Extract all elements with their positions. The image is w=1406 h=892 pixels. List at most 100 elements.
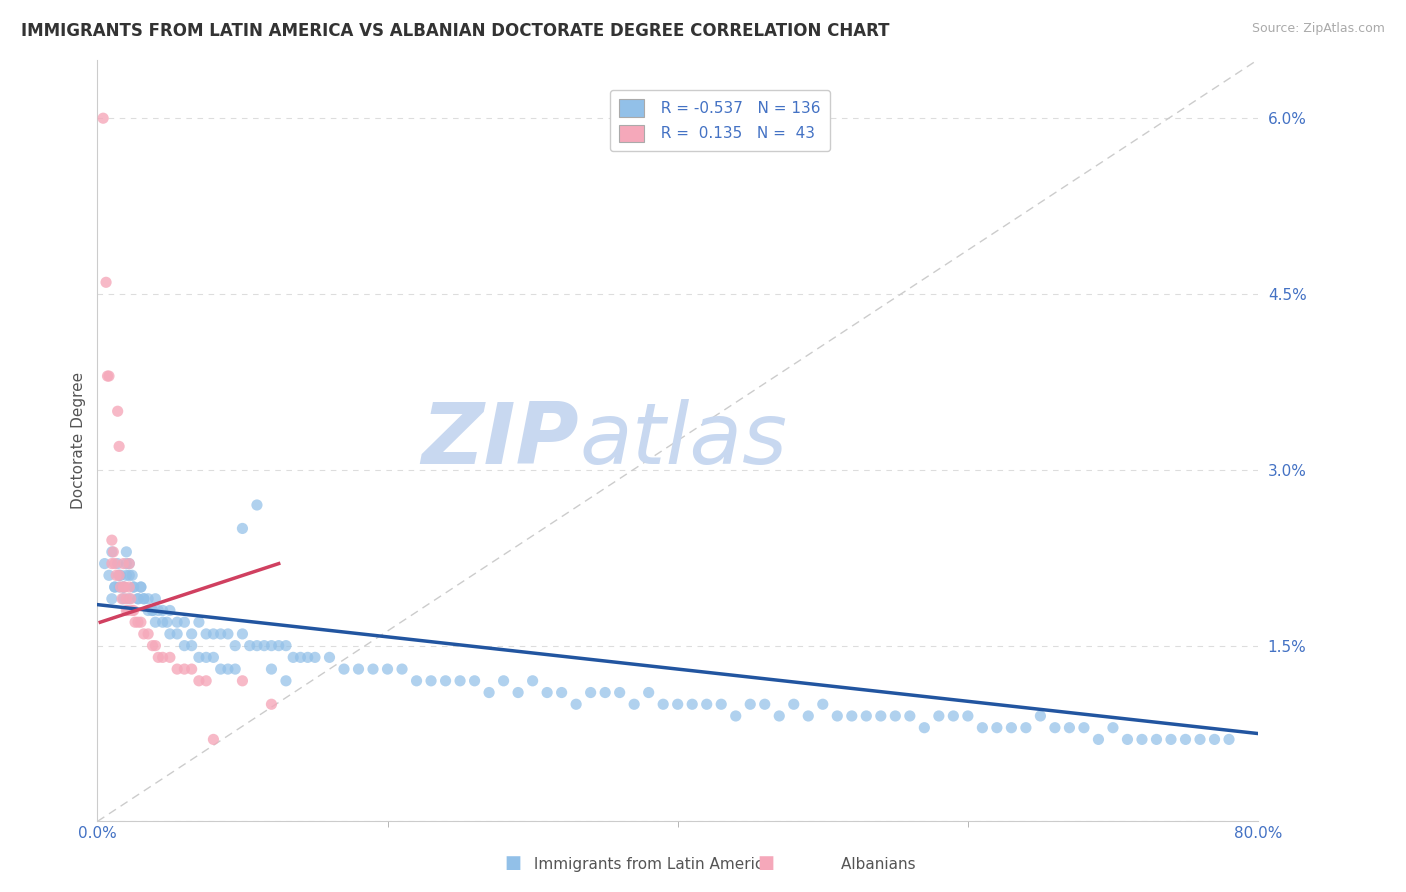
- Point: [1087, 732, 1109, 747]
- Point: [898, 709, 921, 723]
- Point: [884, 709, 907, 723]
- Point: [202, 650, 225, 665]
- Point: [152, 615, 174, 630]
- Point: [1000, 721, 1022, 735]
- Y-axis label: Doctorate Degree: Doctorate Degree: [72, 372, 86, 509]
- Point: [91, 112, 114, 126]
- Point: [112, 557, 135, 571]
- Point: [290, 650, 312, 665]
- Point: [115, 557, 138, 571]
- Point: [1116, 732, 1139, 747]
- Point: [156, 615, 179, 630]
- Point: [152, 603, 174, 617]
- Point: [96, 369, 118, 384]
- Point: [405, 673, 427, 688]
- Point: [391, 662, 413, 676]
- Point: [195, 627, 218, 641]
- Point: [145, 591, 167, 606]
- Legend:   R = -0.537   N = 136,   R =  0.135   N =  43: R = -0.537 N = 136, R = 0.135 N = 43: [610, 90, 830, 152]
- Point: [565, 698, 588, 712]
- Point: [180, 627, 202, 641]
- Point: [141, 603, 163, 617]
- Point: [827, 709, 849, 723]
- Point: [434, 673, 457, 688]
- Point: [231, 521, 253, 535]
- Point: [202, 732, 225, 747]
- Point: [108, 439, 131, 453]
- Point: [522, 673, 544, 688]
- Point: [333, 662, 356, 676]
- Point: [112, 580, 135, 594]
- Point: [377, 662, 399, 676]
- Point: [768, 709, 790, 723]
- Point: [267, 639, 290, 653]
- Point: [724, 709, 747, 723]
- Point: [145, 615, 167, 630]
- Point: [115, 545, 138, 559]
- Point: [195, 650, 218, 665]
- Point: [101, 533, 124, 548]
- Point: [1015, 721, 1038, 735]
- Point: [217, 627, 239, 641]
- Point: [239, 639, 262, 653]
- Point: [1188, 732, 1211, 747]
- Point: [152, 650, 174, 665]
- Point: [136, 627, 159, 641]
- Point: [110, 580, 132, 594]
- Point: [609, 685, 631, 699]
- Point: [94, 275, 117, 289]
- Point: [1146, 732, 1168, 747]
- Point: [637, 685, 659, 699]
- Point: [1130, 732, 1153, 747]
- Point: [173, 639, 195, 653]
- Point: [132, 627, 155, 641]
- Point: [129, 580, 152, 594]
- Point: [117, 603, 139, 617]
- Point: [347, 662, 370, 676]
- Point: [141, 639, 163, 653]
- Point: [972, 721, 994, 735]
- Point: [246, 639, 269, 653]
- Point: [536, 685, 558, 699]
- Point: [811, 698, 834, 712]
- Point: [127, 591, 149, 606]
- Point: [681, 698, 703, 712]
- Point: [855, 709, 877, 723]
- Point: [93, 557, 115, 571]
- Point: [112, 580, 135, 594]
- Point: [492, 673, 515, 688]
- Point: [550, 685, 572, 699]
- Point: [209, 627, 232, 641]
- Point: [260, 639, 283, 653]
- Point: [180, 662, 202, 676]
- Point: [274, 639, 297, 653]
- Point: [1218, 732, 1240, 747]
- Point: [136, 591, 159, 606]
- Point: [108, 568, 131, 582]
- Point: [956, 709, 979, 723]
- Point: [297, 650, 319, 665]
- Point: [107, 557, 129, 571]
- Point: [136, 603, 159, 617]
- Point: [1073, 721, 1095, 735]
- Text: IMMIGRANTS FROM LATIN AMERICA VS ALBANIAN DOCTORATE DEGREE CORRELATION CHART: IMMIGRANTS FROM LATIN AMERICA VS ALBANIA…: [21, 22, 890, 40]
- Point: [129, 615, 152, 630]
- Point: [449, 673, 471, 688]
- Point: [754, 698, 776, 712]
- Point: [115, 568, 138, 582]
- Point: [114, 580, 136, 594]
- Point: [361, 662, 384, 676]
- Point: [111, 591, 134, 606]
- Text: ■: ■: [758, 855, 775, 872]
- Point: [318, 650, 340, 665]
- Point: [1029, 709, 1052, 723]
- Point: [246, 498, 269, 512]
- Point: [97, 568, 120, 582]
- Point: [1059, 721, 1081, 735]
- Point: [103, 545, 125, 559]
- Point: [148, 603, 170, 617]
- Point: [478, 685, 501, 699]
- Point: [104, 557, 127, 571]
- Point: [187, 673, 209, 688]
- Point: [107, 404, 129, 418]
